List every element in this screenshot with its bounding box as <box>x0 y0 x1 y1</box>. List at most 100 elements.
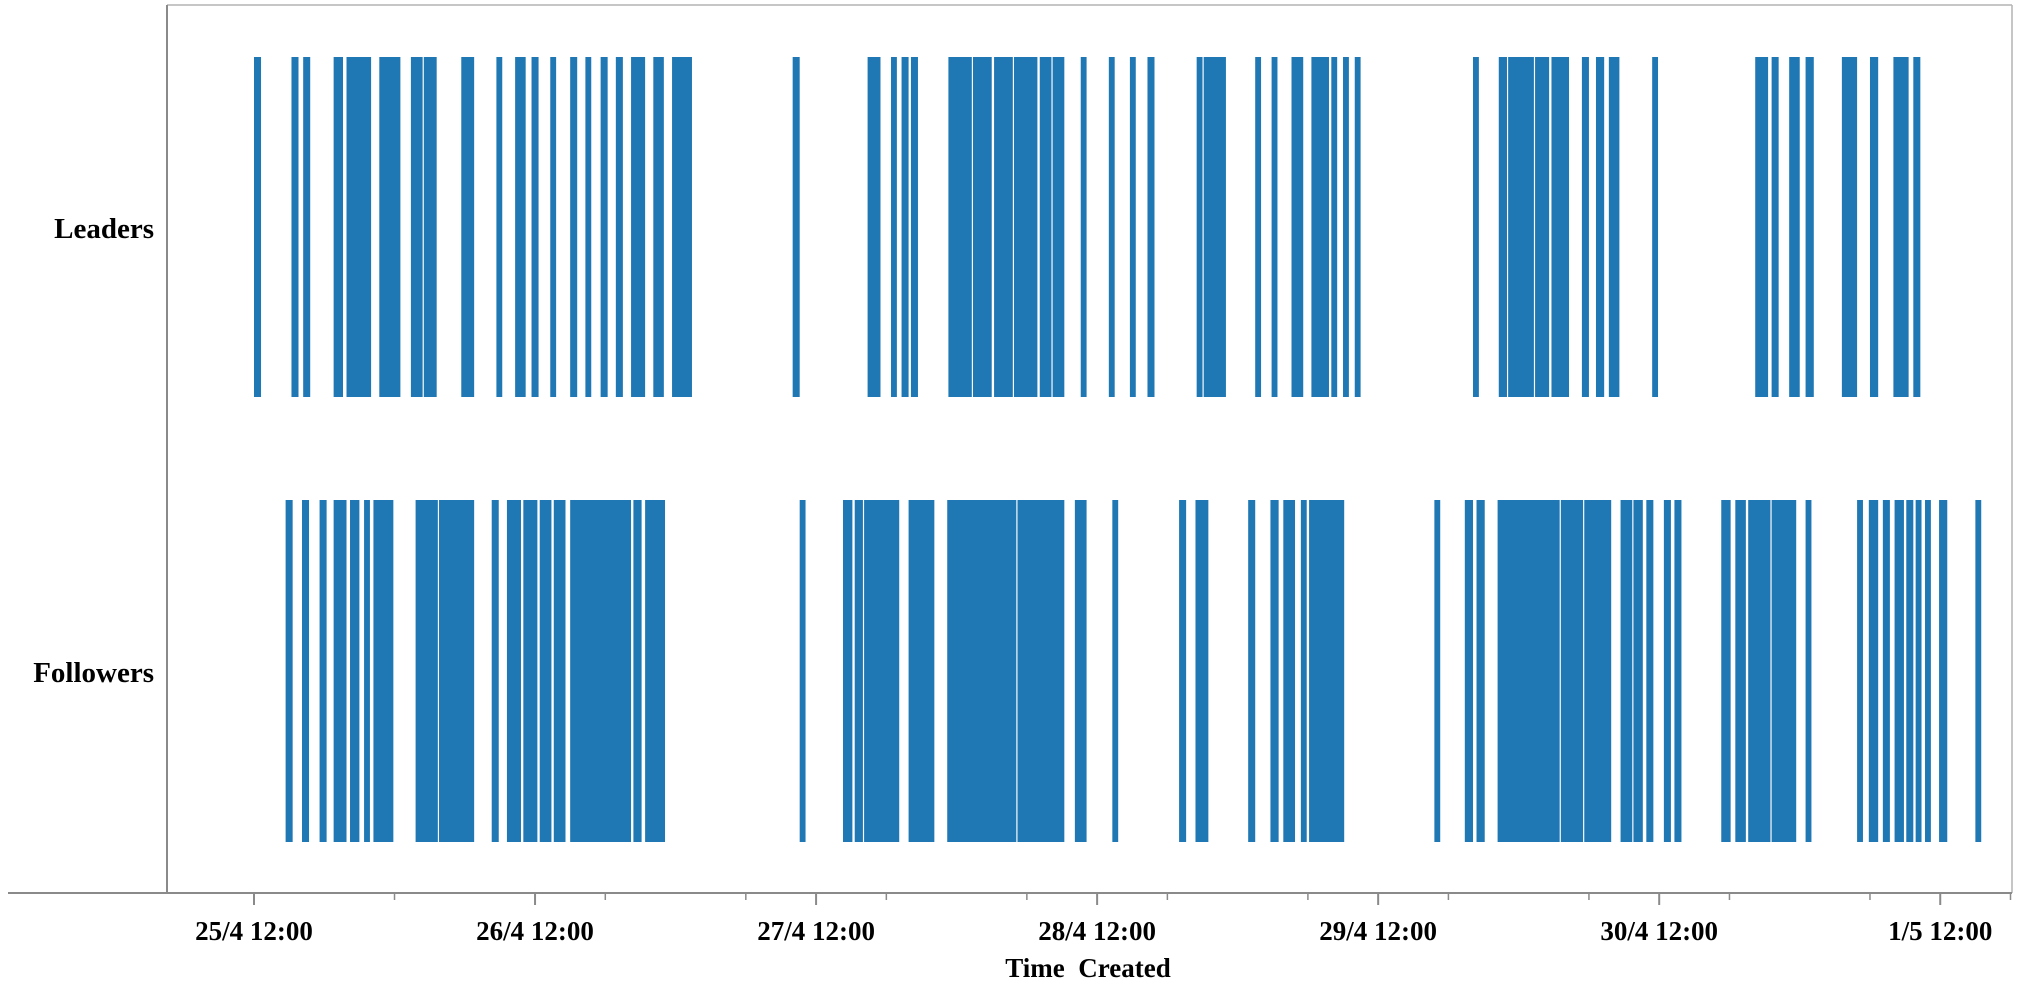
leaders-event-bar <box>333 57 343 397</box>
followers-event-bar <box>1975 500 1982 842</box>
followers-event-bar <box>1497 500 1560 842</box>
leaders-event-bar <box>346 57 372 397</box>
y-label-followers: Followers <box>33 657 154 689</box>
leaders-event-bar <box>1203 57 1226 397</box>
leaders-event-bar <box>891 57 897 397</box>
leaders-event-bar <box>291 57 299 397</box>
followers-event-bar <box>1017 500 1065 842</box>
followers-event-bar <box>1434 500 1441 842</box>
followers-event-bar <box>1633 500 1643 842</box>
leaders-event-bar <box>1311 57 1329 397</box>
leaders-event-bar <box>1869 57 1879 397</box>
leaders-event-bar <box>531 57 539 397</box>
followers-event-bar <box>1112 500 1119 842</box>
leaders-event-bar <box>1498 57 1507 397</box>
followers-event-bar <box>439 500 475 842</box>
followers-event-bar <box>364 500 370 842</box>
leaders-event-bar <box>1755 57 1769 397</box>
leaders-event-bar <box>672 57 692 397</box>
leaders-event-bar <box>1039 57 1052 397</box>
leaders-event-bar <box>254 57 262 397</box>
leaders-event-bar <box>515 57 526 397</box>
followers-event-bar <box>1464 500 1474 842</box>
followers-event-bar <box>1857 500 1863 842</box>
leaders-event-bar <box>1052 57 1065 397</box>
followers-event-bar <box>350 500 360 842</box>
x-tick-label: 1/5 12:00 <box>1888 916 1992 946</box>
leaders-event-bar <box>1805 57 1814 397</box>
followers-event-bar <box>415 500 438 842</box>
x-tick-label: 30/4 12:00 <box>1600 916 1718 946</box>
leaders-event-bar <box>1508 57 1534 397</box>
followers-event-bar <box>1074 500 1087 842</box>
followers-event-bar <box>506 500 521 842</box>
leaders-event-bar <box>1354 57 1361 397</box>
x-tick-label: 29/4 12:00 <box>1319 916 1437 946</box>
x-tick-label: 28/4 12:00 <box>1038 916 1156 946</box>
x-axis-ticks: 25/4 12:00 26/4 12:00 27/4 12:00 28/4 12:00… <box>195 893 2012 946</box>
leaders-event-bar <box>1893 57 1909 397</box>
followers-event-bar <box>319 500 327 842</box>
followers-event-bar <box>1894 500 1904 842</box>
leaders-event-bar <box>461 57 475 397</box>
followers-event-bar <box>864 500 900 842</box>
followers-event-bar <box>1939 500 1948 842</box>
followers-event-bar <box>1748 500 1771 842</box>
followers-event-bar <box>285 500 293 842</box>
leaders-event-bar <box>1652 57 1659 397</box>
leaders-event-bar <box>1291 57 1304 397</box>
followers-event-bar <box>1248 500 1256 842</box>
leaders-event-bar <box>1013 57 1038 397</box>
leaders-event-bar <box>1108 57 1115 397</box>
followers-event-bar <box>1560 500 1584 842</box>
followers-event-bar <box>333 500 347 842</box>
followers-event-bar <box>539 500 552 842</box>
followers-event-bar <box>1646 500 1654 842</box>
leaders-event-bar <box>1271 57 1278 397</box>
x-axis-title: Time Created <box>1005 953 1170 983</box>
leaders-event-bar <box>631 57 646 397</box>
leaders-event-bar <box>867 57 881 397</box>
leaders-event-bar <box>1841 57 1858 397</box>
followers-event-bar <box>1476 500 1485 842</box>
followers-event-bar <box>1179 500 1187 842</box>
leaders-event-bar <box>615 57 623 397</box>
leaders-event-bar <box>1196 57 1203 397</box>
leaders-event-bar <box>1608 57 1620 397</box>
leaders-event-bar <box>948 57 972 397</box>
followers-event-bar <box>570 500 632 842</box>
leaders-event-bar <box>1331 57 1338 397</box>
followers-event-bar <box>1584 500 1612 842</box>
followers-event-bar <box>1805 500 1812 842</box>
event-bars <box>254 57 1982 842</box>
leaders-event-bar <box>1551 57 1570 397</box>
leaders-event-bar <box>585 57 592 397</box>
leaders-event-bar <box>570 57 578 397</box>
followers-event-bar <box>553 500 566 842</box>
followers-event-bar <box>1270 500 1279 842</box>
followers-event-bar <box>1771 500 1797 842</box>
leaders-event-bar <box>653 57 664 397</box>
followers-event-bar <box>1195 500 1209 842</box>
followers-event-bar <box>1906 500 1914 842</box>
followers-event-bar <box>1674 500 1682 842</box>
leaders-event-bar <box>1581 57 1589 397</box>
leaders-event-bar <box>1255 57 1262 397</box>
y-label-leaders: Leaders <box>54 213 154 245</box>
followers-event-bar <box>908 500 935 842</box>
leaders-event-bar <box>1771 57 1779 397</box>
plot-frame <box>8 4 2013 894</box>
leaders-event-bar <box>994 57 1013 397</box>
followers-event-bar <box>1620 500 1633 842</box>
leaders-event-bar <box>423 57 437 397</box>
followers-event-bar <box>1735 500 1746 842</box>
followers-event-bar <box>1283 500 1296 842</box>
leaders-event-bar <box>550 57 557 397</box>
followers-event-bar <box>302 500 310 842</box>
y-axis-labels: Leaders Followers <box>33 213 154 689</box>
followers-event-bar <box>947 500 1017 842</box>
followers-event-bar <box>843 500 853 842</box>
followers-event-bar <box>1309 500 1345 842</box>
leaders-event-bar <box>1913 57 1921 397</box>
